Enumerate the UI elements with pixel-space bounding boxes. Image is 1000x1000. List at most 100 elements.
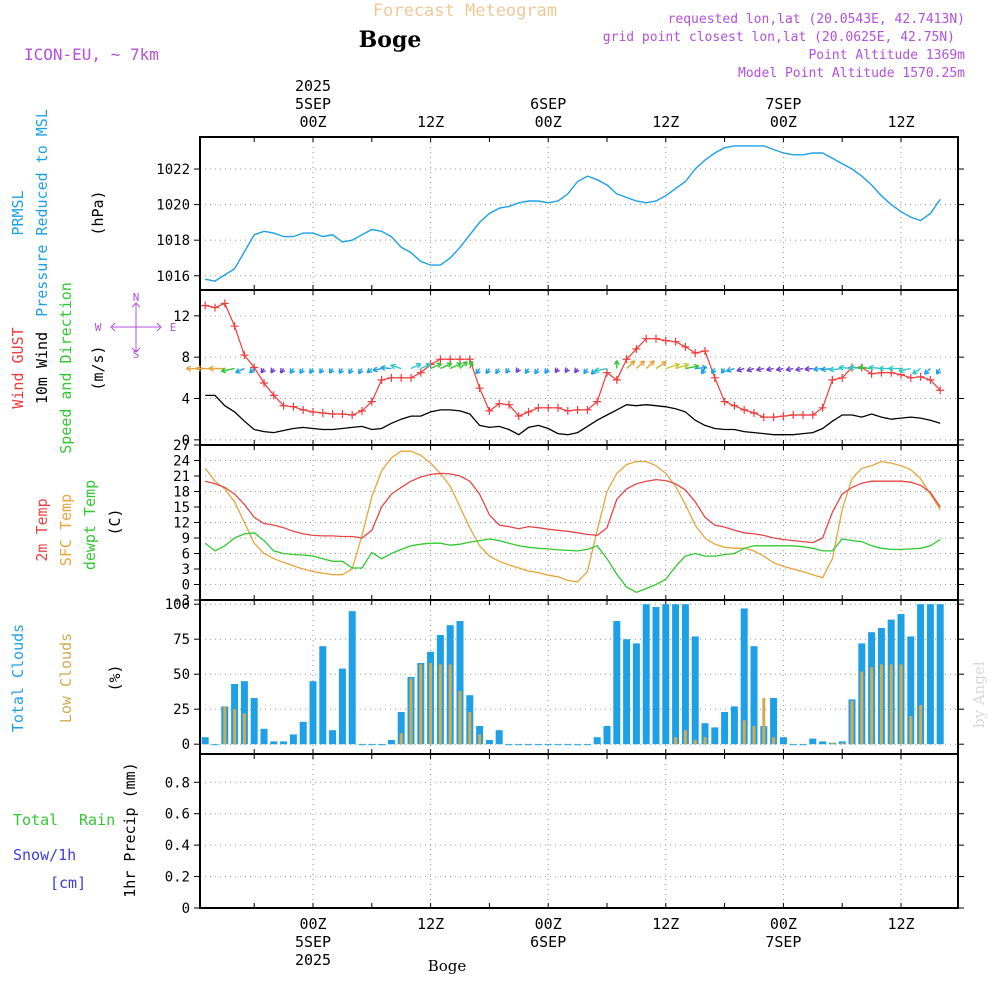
gust-marker bbox=[505, 400, 513, 409]
gust-marker bbox=[632, 344, 641, 353]
total-cloud-bar bbox=[299, 721, 307, 745]
rain-label: Rain bbox=[79, 811, 115, 829]
total-cloud-bar bbox=[260, 728, 268, 745]
low-cloud-bar bbox=[399, 733, 403, 745]
wind-arrow-shaft bbox=[221, 367, 235, 372]
total-cloud-bar bbox=[819, 741, 827, 745]
wind-arrow bbox=[736, 366, 745, 373]
total-cloud-bar bbox=[240, 681, 248, 745]
ytick-label: 4 bbox=[182, 392, 190, 408]
wind-arrow-head bbox=[848, 364, 855, 371]
top-time-label: 6SEP bbox=[530, 95, 566, 113]
wind-arrow-head bbox=[544, 368, 550, 374]
low-cloud-bar bbox=[693, 740, 697, 745]
gust-marker bbox=[230, 322, 239, 331]
wind-arrow-head bbox=[249, 367, 255, 374]
top-time-label: 5SEP bbox=[295, 95, 331, 113]
wind-arrow-shaft bbox=[813, 367, 823, 371]
chart-title: Forecast Meteogram bbox=[373, 1, 557, 21]
gust-marker bbox=[299, 405, 308, 414]
total-cloud-bar bbox=[397, 712, 405, 745]
low-cloud-bar bbox=[899, 664, 903, 745]
total-cloud-bar bbox=[338, 668, 346, 745]
wind-arrow-head bbox=[700, 368, 707, 375]
wind-arrow bbox=[775, 366, 784, 373]
compass-arrows bbox=[110, 302, 162, 353]
wind-speed-line bbox=[205, 394, 941, 436]
wind-arrow-head bbox=[328, 368, 335, 374]
ytick-label: 0 bbox=[182, 578, 190, 594]
total-cloud-bar bbox=[809, 738, 817, 745]
wind-arrow-head bbox=[613, 360, 620, 366]
total-cloud-bar bbox=[250, 698, 258, 745]
total-cloud-bar bbox=[779, 737, 787, 745]
wind-arrow-head bbox=[923, 369, 930, 375]
wind-arrow-head bbox=[309, 368, 315, 374]
top-time-label: 00Z bbox=[299, 113, 326, 131]
gust-marker bbox=[622, 355, 631, 364]
total-cloud-bar bbox=[544, 744, 552, 746]
total-cloud-bar bbox=[593, 737, 601, 745]
bottom-time-label: 2025 bbox=[295, 951, 331, 969]
wind-arrow-head bbox=[390, 363, 396, 370]
gust-marker bbox=[926, 375, 935, 384]
low-cloud-bar bbox=[840, 742, 844, 745]
gust-marker bbox=[240, 351, 249, 360]
wind-arrow bbox=[756, 366, 764, 373]
gust-marker bbox=[456, 355, 464, 364]
top-time-label: 2025 bbox=[295, 77, 331, 95]
gust-marker bbox=[377, 375, 386, 384]
wind-arrow bbox=[420, 362, 432, 370]
wind-arrow bbox=[279, 367, 286, 374]
wind-arrow-head bbox=[594, 367, 600, 374]
wind-arrow bbox=[319, 368, 325, 374]
total-cloud-bar bbox=[662, 604, 670, 745]
precip-labels: Total Rain Snow/1h [cm] 1hr Precip (mm) bbox=[13, 762, 139, 897]
total-cloud-bar bbox=[701, 723, 709, 745]
wind-arrow-head bbox=[185, 365, 192, 372]
gust-marker bbox=[759, 413, 768, 422]
wind-arrow bbox=[710, 368, 717, 374]
watermark: by Angel bbox=[970, 661, 988, 728]
total-cloud-bar bbox=[378, 744, 386, 746]
top-time-label: 12Z bbox=[417, 113, 444, 131]
bottom-time-label: 5SEP bbox=[295, 933, 331, 951]
gust-marker bbox=[642, 334, 651, 343]
wind-arrow-shaft bbox=[912, 367, 921, 375]
wind-arrow bbox=[505, 368, 511, 374]
wind-arrow-head bbox=[524, 368, 531, 375]
gust-marker bbox=[612, 375, 621, 384]
speed-direction-label: Speed and Direction bbox=[57, 282, 75, 454]
gust-marker bbox=[309, 407, 317, 416]
wind-arrow-head bbox=[554, 367, 561, 374]
compass-e: E bbox=[170, 321, 177, 334]
wind-arrow bbox=[380, 364, 392, 371]
wind-arrow-head bbox=[726, 366, 732, 373]
ytick-label: 1018 bbox=[156, 233, 190, 249]
gust-marker bbox=[495, 399, 504, 408]
wind-arrow-head bbox=[534, 368, 540, 375]
total-cloud-bar bbox=[309, 681, 317, 745]
wind-arrow bbox=[574, 367, 580, 374]
gust-marker bbox=[583, 405, 592, 414]
ytick-label: 24 bbox=[173, 454, 190, 470]
bottom-time-label: 12Z bbox=[417, 915, 444, 933]
low-cloud-bar bbox=[830, 742, 834, 745]
wind-arrow bbox=[430, 362, 442, 370]
wind-arrow-head bbox=[462, 360, 468, 367]
wind-arrow-shaft bbox=[594, 367, 608, 372]
top-time-label: 12Z bbox=[652, 113, 679, 131]
ytick-label: 6 bbox=[182, 547, 190, 563]
wind-compass: N W E S bbox=[95, 291, 177, 361]
compass-n: N bbox=[133, 291, 140, 304]
wind-arrow bbox=[235, 367, 245, 374]
wind-arrow-shaft bbox=[685, 365, 699, 370]
ytick-label: 0.6 bbox=[165, 807, 190, 823]
location-title: Boge bbox=[359, 27, 422, 53]
wind-arrow-head bbox=[720, 368, 727, 374]
t2m-line bbox=[205, 472, 941, 544]
ytick-label: 0 bbox=[182, 737, 190, 753]
wind-arrow-head bbox=[415, 362, 422, 369]
wind-arrow-head bbox=[661, 361, 667, 367]
wind-arrow-head bbox=[270, 367, 276, 374]
